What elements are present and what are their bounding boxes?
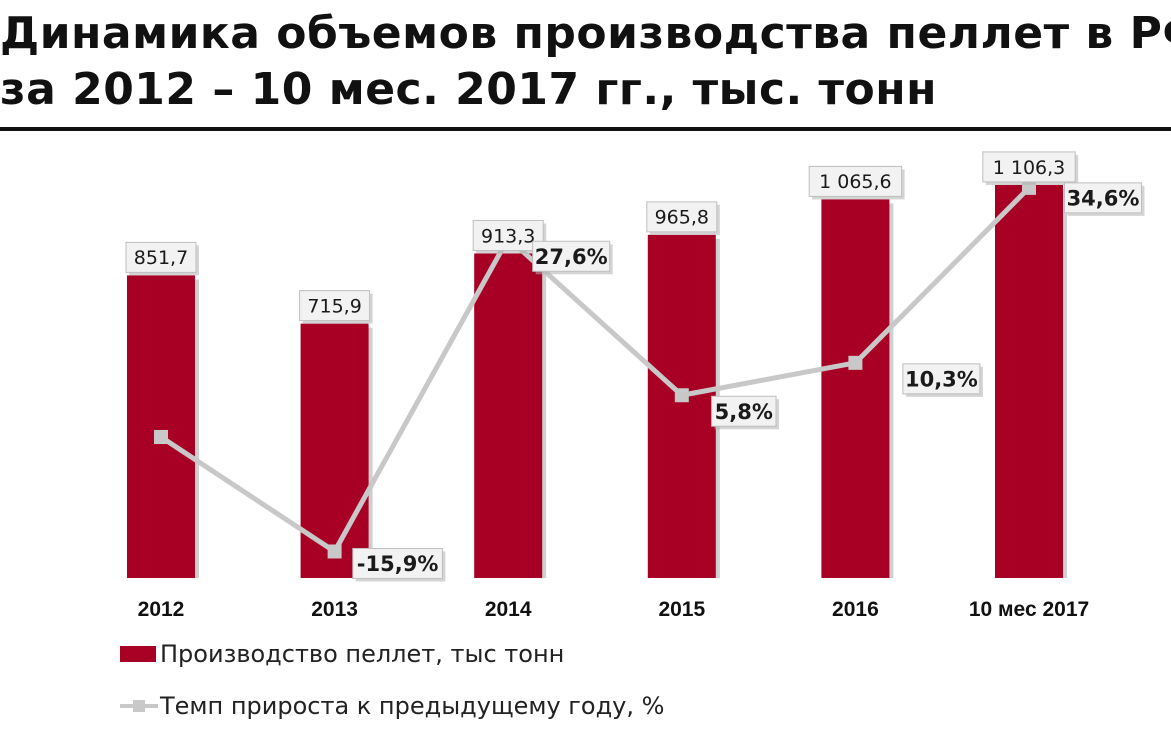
- growth-point: [848, 355, 863, 370]
- bar: [474, 253, 543, 578]
- chart-title-line-1: Динамика объемов производства пеллет в Р…: [0, 8, 1171, 59]
- growth-value-label-box: [352, 547, 443, 579]
- growth-value-label: 10,3%: [905, 367, 978, 391]
- bar-value-label: 715,9: [307, 295, 361, 317]
- bar-value-label-box: [646, 201, 718, 233]
- growth-value-label: 5,8%: [715, 400, 773, 424]
- legend-bar-swatch: [120, 646, 156, 662]
- growth-value-label: -15,9%: [357, 552, 439, 576]
- growth-value-label-box: [902, 363, 981, 395]
- legend-item-production: Производство пеллет, тыс тонн: [120, 640, 564, 668]
- bar-value-label-box: [125, 241, 197, 273]
- title-divider: [0, 127, 1171, 131]
- legend-label-growth: Темп прироста к предыдущему году, %: [160, 692, 665, 720]
- growth-point: [327, 544, 342, 559]
- bar: [821, 199, 890, 578]
- bar-value-label: 913,3: [481, 225, 535, 247]
- growth-point: [674, 388, 689, 403]
- chart-title: Динамика объемов производства пеллет в Р…: [0, 6, 1171, 118]
- bar-value-label-box: [982, 151, 1076, 183]
- legend-item-growth: Темп прироста к предыдущему году, %: [120, 692, 664, 720]
- x-tick-label: 2016: [832, 598, 879, 621]
- bar-value-label: 965,8: [655, 207, 709, 229]
- bar: [995, 184, 1063, 578]
- bar-value-label: 851,7: [134, 247, 188, 269]
- growth-value-label-box: [532, 240, 611, 272]
- x-tick-label: 2012: [138, 598, 185, 621]
- bar-value-label: 1 106,3: [993, 157, 1066, 179]
- bar-value-label-box: [299, 290, 371, 322]
- chart-title-line-2: за 2012 – 10 мес. 2017 гг., тыс. тонн: [0, 64, 938, 115]
- growth-value-label: 27,6%: [535, 245, 608, 269]
- x-tick-label: 10 мес 2017: [969, 598, 1089, 621]
- x-tick-label: 2013: [311, 598, 358, 621]
- legend-label-production: Производство пеллет, тыс тонн: [160, 640, 565, 668]
- growth-point: [154, 430, 168, 444]
- growth-value-label-box: [1064, 182, 1142, 214]
- bar: [647, 234, 716, 578]
- bar-value-label-box: [472, 220, 544, 252]
- growth-value-label: 34,6%: [1067, 186, 1140, 210]
- bar-value-label-box: [808, 165, 903, 197]
- x-tick-label: 2015: [658, 598, 705, 621]
- bar: [127, 275, 195, 578]
- bar-value-label: 1 065,6: [819, 171, 892, 193]
- legend-line-swatch: [120, 698, 158, 714]
- bar: [300, 323, 369, 578]
- growth-line: [159, 186, 1031, 554]
- growth-value-label-box: [711, 395, 777, 427]
- x-tick-label: 2014: [485, 598, 532, 621]
